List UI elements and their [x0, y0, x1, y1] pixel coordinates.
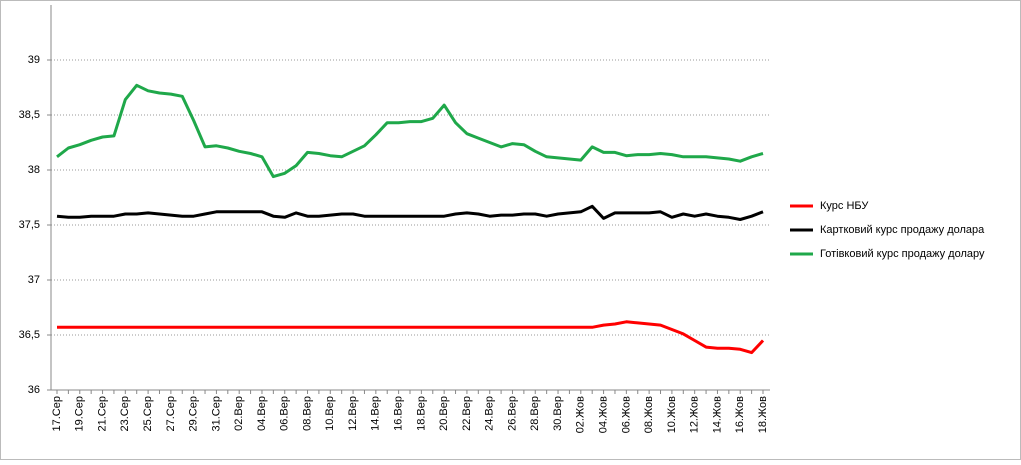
- x-tick-label: 27.Сер: [165, 396, 177, 431]
- x-tick-label: 29.Сер: [188, 396, 200, 431]
- x-tick-label: 21.Сер: [96, 396, 108, 431]
- y-tick-label: 39: [28, 54, 40, 66]
- x-tick-label: 04.Вер: [256, 396, 268, 431]
- x-tick-label: 10.Вер: [324, 396, 336, 431]
- x-tick-label: 18.Вер: [415, 396, 427, 431]
- x-tick-label: 25.Сер: [142, 396, 154, 431]
- x-tick-label: 06.Жов: [620, 396, 632, 433]
- x-tick-label: 26.Вер: [506, 396, 518, 431]
- x-tick-label: 22.Вер: [461, 396, 473, 431]
- x-tick-label: 16.Жов: [734, 396, 746, 433]
- x-tick-label: 14.Жов: [711, 396, 723, 433]
- x-tick-label: 28.Вер: [529, 396, 541, 431]
- x-tick-label: 24.Вер: [484, 396, 496, 431]
- x-tick-label: 04.Жов: [597, 396, 609, 433]
- y-tick-label: 36: [28, 384, 40, 396]
- series-line: [56, 83, 764, 179]
- x-tick-label: 06.Вер: [279, 396, 291, 431]
- y-tick-label: 38: [28, 164, 40, 176]
- x-tick-label: 12.Жов: [689, 396, 701, 433]
- y-tick-label: 38,5: [19, 109, 40, 121]
- series-line: [56, 204, 764, 221]
- x-tick-label: 02.Жов: [575, 396, 587, 433]
- x-tick-label: 19.Сер: [74, 396, 86, 431]
- y-tick-label: 37,5: [19, 219, 40, 231]
- x-tick-label: 08.Вер: [301, 396, 313, 431]
- x-tick-label: 18.Жов: [757, 396, 769, 433]
- y-tick-label: 37: [28, 274, 40, 286]
- x-tick-label: 08.Жов: [643, 396, 655, 433]
- legend-label: Курс НБУ: [820, 200, 869, 212]
- x-tick-label: 10.Жов: [666, 396, 678, 433]
- x-tick-label: 14.Вер: [370, 396, 382, 431]
- x-tick-label: 31.Сер: [210, 396, 222, 431]
- x-tick-label: 12.Вер: [347, 396, 359, 431]
- x-tick-label: 17.Сер: [51, 396, 63, 431]
- x-tick-label: 16.Вер: [393, 396, 405, 431]
- x-tick-label: 02.Вер: [233, 396, 245, 431]
- legend-label: Картковий курс продажу долара: [820, 224, 985, 236]
- y-tick-label: 36,5: [19, 329, 40, 341]
- x-tick-label: 23.Сер: [119, 396, 131, 431]
- legend-label: Готівковий курс продажу долару: [820, 248, 985, 260]
- x-tick-label: 30.Вер: [552, 396, 564, 431]
- x-tick-label: 20.Вер: [438, 396, 450, 431]
- series-line: [57, 320, 765, 355]
